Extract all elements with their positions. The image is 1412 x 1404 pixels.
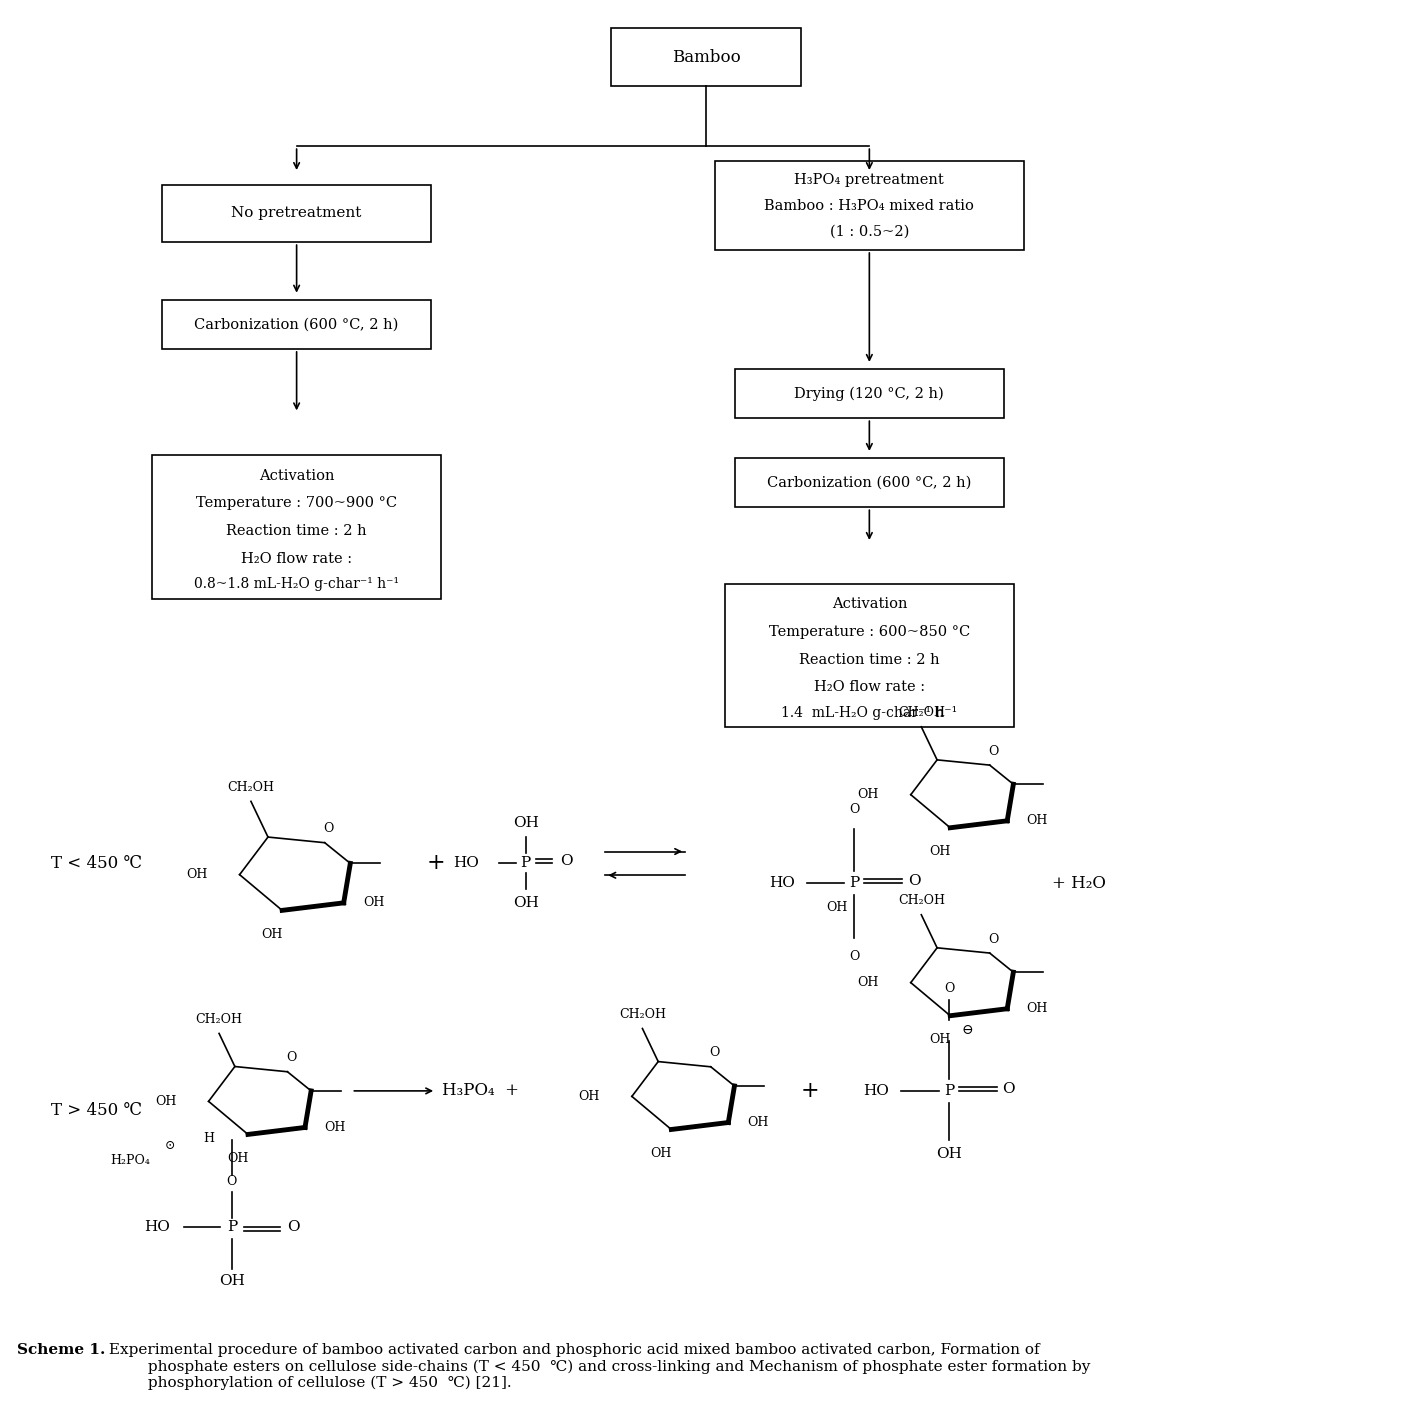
Text: Temperature : 600~850 °C: Temperature : 600~850 °C bbox=[768, 625, 970, 639]
Text: 0.8~1.8 mL-H₂O g-char⁻¹ h⁻¹: 0.8~1.8 mL-H₂O g-char⁻¹ h⁻¹ bbox=[193, 577, 400, 591]
Text: No pretreatment: No pretreatment bbox=[232, 206, 361, 220]
Text: O: O bbox=[1003, 1082, 1015, 1097]
Text: HO: HO bbox=[144, 1220, 169, 1234]
Text: P: P bbox=[849, 876, 860, 890]
Text: OH: OH bbox=[513, 816, 538, 830]
Text: OH: OH bbox=[261, 928, 282, 941]
Text: O: O bbox=[849, 803, 860, 816]
Text: CH₂OH: CH₂OH bbox=[196, 1014, 243, 1026]
Text: OH: OH bbox=[857, 976, 878, 990]
Text: T > 450 ℃: T > 450 ℃ bbox=[51, 1102, 141, 1119]
Text: Experimental procedure of bamboo activated carbon and phosphoric acid mixed bamb: Experimental procedure of bamboo activat… bbox=[104, 1344, 1090, 1390]
Text: O: O bbox=[908, 875, 921, 889]
Text: Reaction time : 2 h: Reaction time : 2 h bbox=[799, 653, 939, 667]
FancyBboxPatch shape bbox=[734, 458, 1004, 507]
FancyBboxPatch shape bbox=[162, 185, 431, 241]
Text: OH: OH bbox=[857, 788, 878, 802]
Text: CH₂OH: CH₂OH bbox=[898, 894, 945, 907]
Text: O: O bbox=[710, 1046, 720, 1060]
Text: Carbonization (600 °C, 2 h): Carbonization (600 °C, 2 h) bbox=[767, 476, 971, 490]
Text: OH: OH bbox=[1027, 1002, 1048, 1015]
Text: (1 : 0.5~2): (1 : 0.5~2) bbox=[830, 225, 909, 239]
Text: Reaction time : 2 h: Reaction time : 2 h bbox=[226, 524, 367, 538]
Text: O: O bbox=[559, 855, 572, 869]
Text: +: + bbox=[426, 852, 445, 875]
Text: OH: OH bbox=[747, 1116, 770, 1129]
Text: O: O bbox=[988, 932, 998, 946]
Text: OH: OH bbox=[929, 845, 950, 858]
FancyBboxPatch shape bbox=[724, 584, 1014, 727]
Text: O: O bbox=[287, 1220, 299, 1234]
Text: OH: OH bbox=[227, 1151, 249, 1165]
Text: Bamboo : H₃PO₄ mixed ratio: Bamboo : H₃PO₄ mixed ratio bbox=[764, 198, 974, 212]
Text: OH: OH bbox=[579, 1090, 600, 1104]
Text: O: O bbox=[943, 981, 955, 994]
Text: HO: HO bbox=[768, 876, 795, 890]
Text: OH: OH bbox=[826, 901, 847, 914]
Text: OH: OH bbox=[219, 1273, 244, 1287]
Text: O: O bbox=[849, 951, 860, 963]
Text: Activation: Activation bbox=[258, 469, 335, 483]
Text: OH: OH bbox=[513, 896, 538, 910]
Text: CH₂OH: CH₂OH bbox=[618, 1008, 666, 1021]
Text: O: O bbox=[988, 744, 998, 758]
Text: OH: OH bbox=[1027, 814, 1048, 827]
FancyBboxPatch shape bbox=[714, 161, 1024, 250]
FancyBboxPatch shape bbox=[162, 299, 431, 350]
Text: Carbonization (600 °C, 2 h): Carbonization (600 °C, 2 h) bbox=[195, 317, 398, 331]
Text: Scheme 1.: Scheme 1. bbox=[17, 1344, 104, 1358]
Text: CH₂OH: CH₂OH bbox=[227, 781, 274, 795]
Text: ⊙: ⊙ bbox=[165, 1139, 175, 1151]
Text: OH: OH bbox=[651, 1147, 672, 1160]
FancyBboxPatch shape bbox=[611, 28, 801, 86]
Text: O: O bbox=[287, 1052, 297, 1064]
FancyBboxPatch shape bbox=[734, 369, 1004, 418]
Text: OH: OH bbox=[325, 1120, 346, 1134]
Text: 1.4  mL-H₂O g-char⁻¹ h⁻¹: 1.4 mL-H₂O g-char⁻¹ h⁻¹ bbox=[781, 706, 957, 720]
Text: O: O bbox=[227, 1175, 237, 1188]
Text: HO: HO bbox=[863, 1084, 890, 1098]
Text: CH₂OH: CH₂OH bbox=[898, 706, 945, 719]
Text: O: O bbox=[323, 823, 333, 835]
Text: ⊖: ⊖ bbox=[962, 1022, 973, 1036]
Text: HO: HO bbox=[453, 856, 480, 870]
Text: H₂O flow rate :: H₂O flow rate : bbox=[241, 552, 352, 566]
Text: P: P bbox=[521, 856, 531, 870]
Text: Drying (120 °C, 2 h): Drying (120 °C, 2 h) bbox=[795, 386, 945, 400]
Text: H₃PO₄ pretreatment: H₃PO₄ pretreatment bbox=[795, 173, 945, 187]
Text: Bamboo: Bamboo bbox=[672, 49, 740, 66]
Text: OH: OH bbox=[186, 868, 208, 882]
Text: Activation: Activation bbox=[832, 597, 907, 611]
Text: P: P bbox=[227, 1220, 237, 1234]
Text: H₂O flow rate :: H₂O flow rate : bbox=[813, 681, 925, 695]
Text: H₃PO₄  +: H₃PO₄ + bbox=[442, 1082, 520, 1099]
FancyBboxPatch shape bbox=[152, 455, 441, 598]
Text: H: H bbox=[203, 1132, 215, 1144]
Text: P: P bbox=[943, 1084, 955, 1098]
Text: + H₂O: + H₂O bbox=[1052, 875, 1106, 892]
Text: T < 450 ℃: T < 450 ℃ bbox=[51, 855, 141, 872]
Text: Temperature : 700~900 °C: Temperature : 700~900 °C bbox=[196, 496, 397, 510]
Text: OH: OH bbox=[929, 1033, 950, 1046]
Text: H₂PO₄: H₂PO₄ bbox=[110, 1154, 150, 1167]
Text: OH: OH bbox=[936, 1147, 962, 1161]
Text: +: + bbox=[801, 1080, 819, 1102]
Text: OH: OH bbox=[363, 896, 384, 910]
Text: OH: OH bbox=[155, 1095, 176, 1108]
